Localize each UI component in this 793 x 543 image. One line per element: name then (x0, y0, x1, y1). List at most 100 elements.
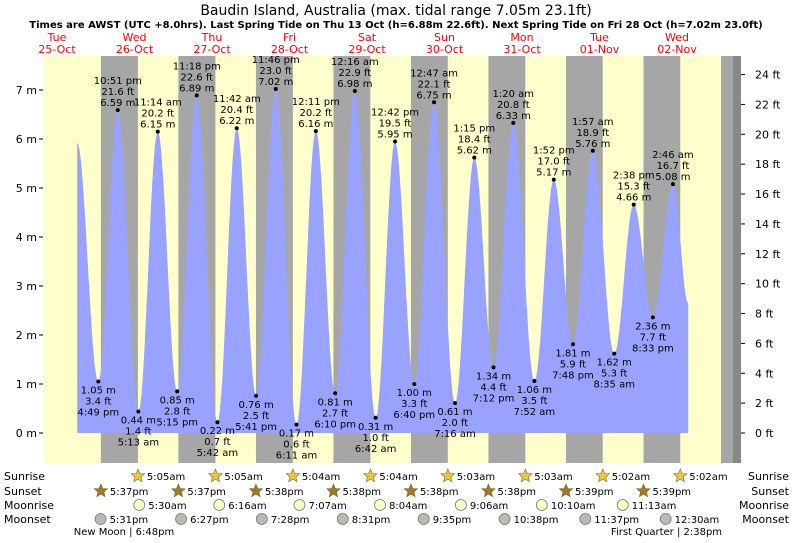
tide-point (491, 365, 496, 370)
high-tide-label: 15.3 ft (617, 182, 650, 193)
high-tide-label: 7.02 m (258, 77, 293, 88)
moonset-row-label-right: Moonset (742, 513, 789, 526)
low-tide-label: 2.5 ft (243, 411, 269, 422)
high-tide-label: 21.6 ft (101, 87, 134, 98)
low-tide-label: 6:10 pm (314, 419, 356, 430)
low-tide-label: 2.0 ft (442, 418, 468, 429)
low-tide-label: 0.85 m (160, 395, 195, 406)
right-tick-label: 12 ft (755, 248, 781, 261)
high-tide-label: 1:20 am (493, 89, 535, 100)
left-tick-label: 0 m (16, 427, 37, 440)
high-tide-label: 11:14 am (134, 98, 182, 109)
day-weekday: Sat (358, 31, 377, 44)
low-tide-label: 5:42 am (197, 448, 239, 459)
moonrise-time: 11:13am (632, 501, 677, 512)
tide-point (175, 389, 180, 394)
low-tide-label: 0.6 ft (283, 440, 309, 451)
sunset-icon (636, 483, 651, 498)
moonrise-icon (293, 499, 306, 511)
chart-subtitle: Times are AWST (UTC +8.0hrs). Last Sprin… (29, 20, 762, 31)
day-labels: Tue25-OctWed26-OctThu27-OctFri28-OctSat2… (38, 31, 697, 56)
day-date: 30-Oct (426, 43, 464, 56)
low-tide-label: 0.61 m (437, 407, 472, 418)
tide-area (77, 89, 689, 433)
low-tide-label: 6:11 am (276, 451, 318, 462)
day-date: 25-Oct (38, 43, 76, 56)
low-tide-label: 0.44 m (121, 415, 156, 426)
sunrise-icon (130, 468, 146, 483)
moonset-icon (498, 513, 511, 525)
moonrise-time: 10:10am (551, 501, 596, 512)
low-tide-label: 2.7 ft (322, 408, 348, 419)
tide-point (412, 382, 417, 386)
sunrise-icon (285, 468, 301, 483)
tide-point (373, 415, 378, 420)
moonrise-icon (616, 499, 629, 511)
day-date: 26-Oct (116, 43, 154, 56)
low-tide-label: 7:48 pm (552, 370, 594, 381)
moonrise-row-label-left: Moonrise (4, 499, 54, 512)
high-tide-label: 20.8 ft (497, 100, 530, 111)
right-tick-label: 8 ft (755, 308, 774, 321)
high-tide-label: 2:46 am (652, 150, 694, 161)
moonset-time: 9:35pm (433, 515, 472, 526)
low-tide-label: 1.81 m (555, 348, 590, 359)
sunset-icon (93, 483, 109, 498)
tide-point (115, 108, 120, 113)
tide-point (511, 120, 516, 125)
high-tide-label: 11:42 am (213, 94, 261, 105)
sunset-time: 5:39pm (575, 487, 614, 498)
high-tide-label: 11:18 pm (173, 61, 221, 72)
day-date: 01-Nov (580, 43, 620, 56)
low-tide-label: 2.36 m (635, 321, 670, 332)
high-tide-label: 6.15 m (140, 120, 175, 131)
moonrise-time: 7:07am (308, 501, 346, 512)
low-tide-label: 0.31 m (358, 422, 393, 433)
tide-point (254, 393, 259, 398)
right-tick-label: 20 ft (755, 128, 781, 141)
right-tick-label: 0 ft (755, 427, 774, 440)
sunrise-row-label-right: Sunrise (748, 470, 789, 483)
high-tide-label: 1:57 am (572, 117, 614, 128)
high-tide-label: 22.9 ft (339, 68, 372, 79)
high-tide-label: 20.2 ft (299, 108, 332, 119)
sunrise-icon (517, 468, 533, 483)
high-tide-label: 17.0 ft (537, 157, 570, 168)
right-tick-label: 2 ft (755, 397, 774, 410)
moonrise-time: 6:16am (228, 501, 266, 512)
tide-point (612, 351, 617, 356)
high-tide-label: 6.98 m (337, 79, 372, 90)
sunrise-time: 5:04am (302, 472, 340, 483)
right-tick-label: 10 ft (755, 278, 781, 291)
low-tide-label: 5.3 ft (601, 369, 627, 380)
moonset-time: 10:38pm (514, 515, 559, 526)
left-tick-label: 5 m (16, 182, 37, 195)
sunrise-time: 5:02am (689, 472, 727, 483)
high-tide-label: 22.1 ft (418, 79, 451, 90)
moon-phase-label: New Moon | 6:48pm (74, 527, 174, 538)
left-tick-label: 6 m (16, 133, 37, 146)
high-tide-label: 5.17 m (536, 168, 571, 179)
low-tide-label: 0.22 m (200, 426, 235, 437)
chart-title: Baudin Island, Australia (max. tidal ran… (200, 3, 591, 19)
sunset-time: 5:38pm (342, 487, 381, 498)
moonset-time: 5:31pm (110, 515, 149, 526)
sunset-icon (481, 483, 496, 498)
left-tick-label: 1 m (16, 378, 37, 391)
low-tide-label: 2.8 ft (164, 406, 190, 417)
sunrise-time: 5:05am (224, 472, 262, 483)
low-tide-label: 8:33 pm (632, 343, 674, 354)
sunrise-icon (672, 468, 688, 483)
high-tide-label: 19.5 ft (379, 118, 412, 129)
low-tide-label: 1.4 ft (125, 426, 151, 437)
tide-point (136, 409, 141, 414)
day-weekday: Wed (665, 31, 689, 44)
left-tick-label: 3 m (16, 280, 37, 293)
sunrise-time: 5:03am (534, 472, 572, 483)
sunrise-icon (440, 468, 456, 483)
tide-point (294, 422, 299, 427)
high-tide-label: 18.9 ft (576, 128, 609, 139)
low-tide-label: 7.7 ft (640, 332, 666, 343)
